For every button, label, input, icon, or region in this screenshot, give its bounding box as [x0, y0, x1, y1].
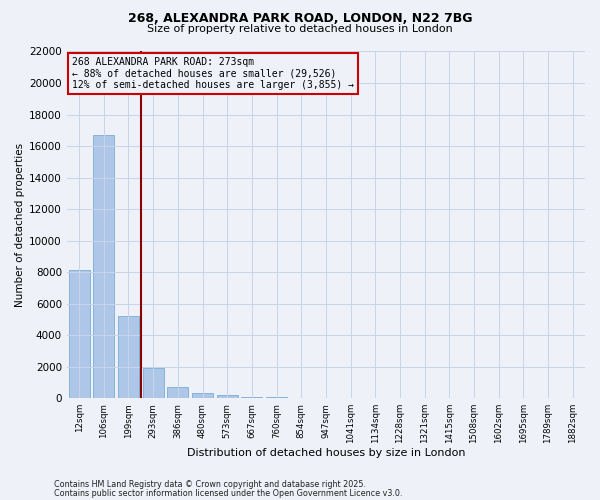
- Bar: [118, 316, 139, 398]
- Bar: [217, 395, 238, 398]
- X-axis label: Distribution of detached houses by size in London: Distribution of detached houses by size …: [187, 448, 465, 458]
- Text: 268 ALEXANDRA PARK ROAD: 273sqm
← 88% of detached houses are smaller (29,526)
12: 268 ALEXANDRA PARK ROAD: 273sqm ← 88% of…: [72, 56, 354, 90]
- Bar: [143, 368, 164, 398]
- Bar: [94, 135, 114, 398]
- Y-axis label: Number of detached properties: Number of detached properties: [15, 142, 25, 307]
- Bar: [167, 387, 188, 398]
- Text: Contains HM Land Registry data © Crown copyright and database right 2025.: Contains HM Land Registry data © Crown c…: [54, 480, 366, 489]
- Text: 268, ALEXANDRA PARK ROAD, LONDON, N22 7BG: 268, ALEXANDRA PARK ROAD, LONDON, N22 7B…: [128, 12, 472, 24]
- Text: Contains public sector information licensed under the Open Government Licence v3: Contains public sector information licen…: [54, 489, 403, 498]
- Text: Size of property relative to detached houses in London: Size of property relative to detached ho…: [147, 24, 453, 34]
- Bar: [68, 270, 89, 398]
- Bar: [192, 393, 213, 398]
- Bar: [241, 396, 262, 398]
